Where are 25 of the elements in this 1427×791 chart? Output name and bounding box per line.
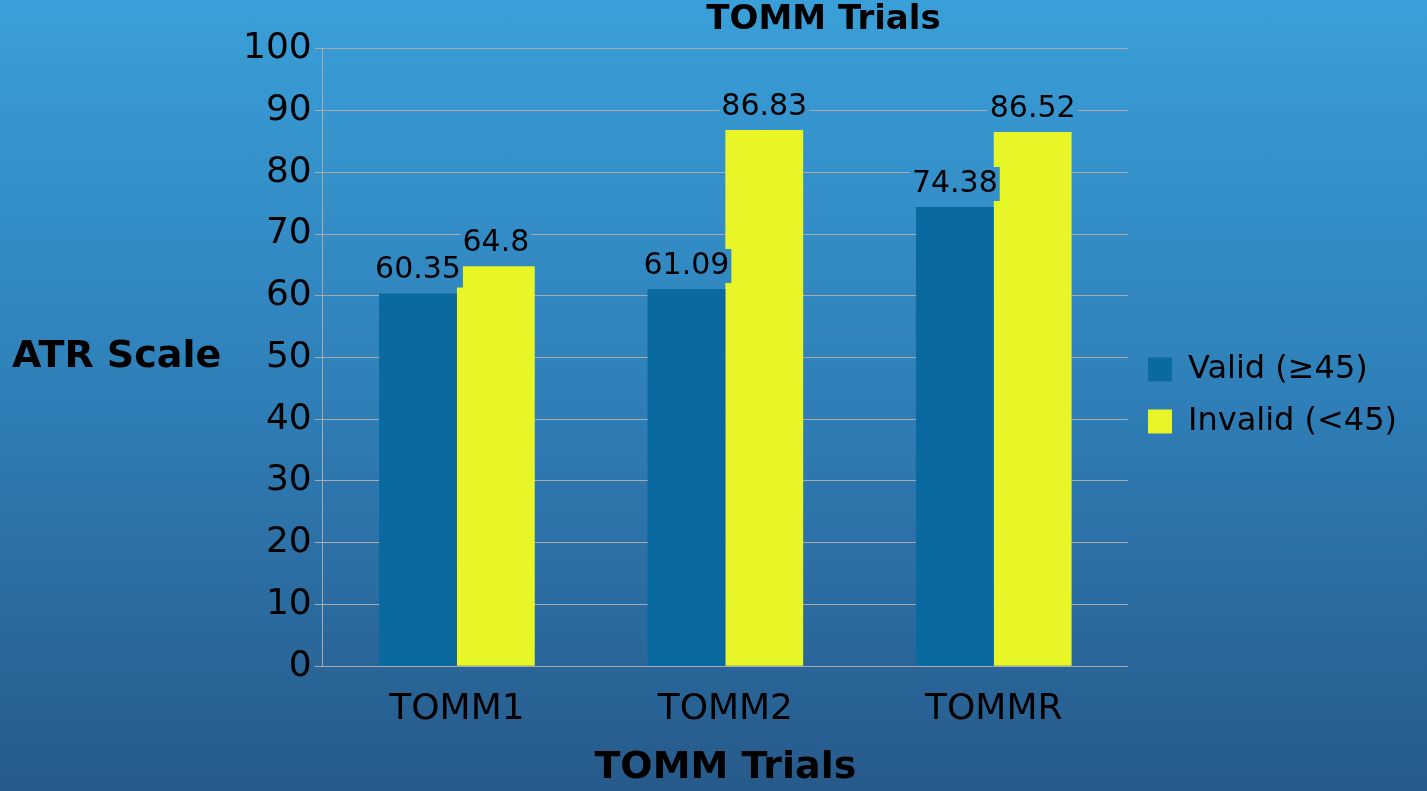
y-tick-label: 60: [265, 272, 312, 314]
y-tick-label: 0: [288, 642, 312, 684]
legend-label: Invalid (<45): [1187, 399, 1397, 438]
data-label: 86.83: [721, 86, 808, 122]
data-label: 64.8: [462, 222, 530, 258]
y-tick-label: 80: [265, 148, 312, 190]
y-tick-label: 10: [265, 580, 312, 622]
x-tick-label: TOMM2: [656, 686, 794, 728]
y-tick-label: 40: [265, 395, 312, 437]
y-tick-label: 70: [265, 210, 312, 252]
data-label: 74.38: [911, 163, 998, 199]
data-label: 86.52: [989, 88, 1076, 124]
y-axis-title: ATR Scale: [12, 332, 222, 377]
y-tick-label: 50: [265, 333, 312, 375]
legend-label: Valid (≥45): [1187, 347, 1368, 386]
y-tick-label: 20: [265, 519, 312, 561]
y-tick-label: 100: [242, 25, 312, 67]
x-tick-label: TOMMR: [924, 686, 1063, 728]
y-tick-label: 90: [265, 86, 312, 128]
data-label: 61.09: [643, 245, 730, 281]
x-tick-label: TOMM1: [388, 686, 525, 728]
chart-title: TOMM Trials: [706, 0, 941, 38]
y-tick-label: 30: [265, 457, 312, 499]
x-axis-title: TOMM Trials: [594, 743, 857, 788]
data-label: 60.35: [375, 250, 461, 286]
